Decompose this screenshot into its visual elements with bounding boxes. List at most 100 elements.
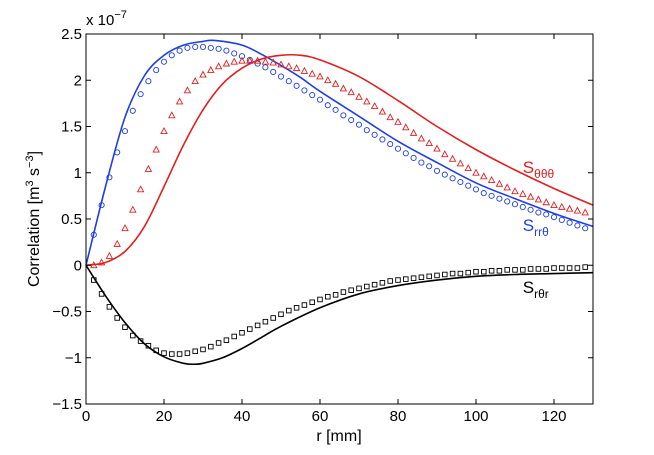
data-point-square	[231, 333, 237, 340]
data-point-circle	[394, 145, 402, 152]
data-point-triangle	[347, 88, 355, 96]
data-point-triangle	[183, 86, 192, 94]
data-point-square	[317, 296, 323, 303]
data-point-square	[418, 274, 425, 281]
data-point-circle	[582, 225, 589, 232]
data-point-triangle	[261, 57, 270, 65]
data-point-square	[208, 343, 214, 350]
data-point-circle	[387, 141, 394, 148]
data-point-circle	[129, 107, 136, 114]
series-line	[85, 53, 594, 267]
data-point-triangle	[113, 239, 121, 247]
data-point-circle	[262, 64, 269, 71]
data-point-triangle	[558, 202, 566, 210]
series-annotation: Srθr	[523, 278, 549, 301]
y-tick-label: 2.5	[61, 26, 82, 43]
data-point-square	[449, 270, 456, 277]
data-point-circle	[426, 163, 433, 170]
data-point-triangle	[503, 183, 511, 191]
x-tick-label: 80	[390, 408, 407, 425]
data-point-square	[543, 266, 549, 272]
data-point-circle	[410, 154, 417, 161]
data-point-triangle	[285, 62, 293, 70]
data-point-circle	[223, 47, 230, 54]
y-axis-label-end: ]	[26, 151, 43, 155]
ticks-layer: 0 20 40 60 80 100 120 −1.5 −1 −0.5 0 0.5 1 1.5 2 2.5	[52, 26, 593, 425]
data-point-square	[403, 276, 409, 282]
data-point-triangle	[246, 56, 254, 64]
data-point-circle	[496, 195, 503, 202]
data-point-square	[130, 332, 136, 339]
data-point-circle	[402, 150, 409, 157]
data-point-square	[247, 326, 253, 332]
y-axis-label-sup1: 3	[24, 180, 36, 186]
data-point-triangle	[160, 126, 168, 134]
data-point-circle	[433, 167, 441, 174]
data-point-square	[457, 270, 464, 277]
data-point-triangle	[207, 65, 215, 73]
data-point-circle	[207, 44, 214, 51]
data-point-triangle	[573, 206, 582, 214]
data-point-square	[98, 291, 105, 297]
y-tick-label: −1.5	[52, 396, 82, 413]
data-point-circle	[168, 52, 175, 59]
data-point-triangle	[370, 101, 379, 110]
data-point-triangle	[97, 258, 106, 266]
series-annotation: Sθθθ	[523, 158, 555, 181]
data-point-circle	[145, 78, 152, 85]
data-point-circle	[348, 116, 355, 124]
data-point-circle	[504, 198, 511, 205]
data-point-circle	[121, 128, 129, 135]
data-point-square	[192, 348, 198, 355]
data-point-circle	[550, 214, 558, 221]
y-multiplier-base: x 10	[86, 12, 114, 29]
axes-box	[85, 33, 594, 405]
data-point-circle	[355, 121, 363, 128]
data-point-square	[371, 281, 378, 288]
data-point-square	[434, 272, 440, 279]
data-point-triangle	[168, 111, 176, 119]
y-tick-label: 0.5	[61, 211, 82, 228]
data-point-square	[293, 305, 300, 311]
y-tick-label: 2	[74, 72, 82, 89]
data-point-triangle	[526, 192, 535, 200]
data-point-square	[465, 269, 471, 276]
data-point-circle	[160, 58, 168, 65]
data-point-circle	[270, 68, 277, 75]
series-layer	[85, 39, 594, 366]
data-point-circle	[472, 186, 480, 193]
data-point-triangle	[495, 179, 504, 187]
data-point-triangle	[331, 79, 340, 87]
data-point-triangle	[394, 117, 402, 125]
data-point-square	[582, 264, 588, 270]
data-point-circle	[488, 192, 495, 199]
data-point-square	[442, 271, 448, 278]
data-point-circle	[566, 219, 573, 226]
data-point-triangle	[409, 128, 418, 136]
data-point-square	[387, 278, 393, 284]
y-axis-label-mid: s	[26, 168, 43, 180]
data-point-square	[145, 342, 152, 349]
data-point-square	[114, 315, 120, 321]
data-point-square	[332, 292, 339, 298]
data-point-circle	[379, 136, 386, 143]
data-point-square	[262, 318, 269, 325]
data-point-circle	[176, 47, 183, 54]
data-point-circle	[324, 102, 331, 109]
data-point-square	[169, 351, 175, 357]
data-point-circle	[418, 159, 425, 166]
data-point-square	[325, 293, 331, 300]
data-point-square	[520, 267, 526, 273]
y-tick-label: 1	[74, 165, 82, 182]
data-point-square	[215, 340, 222, 346]
data-point-triangle	[292, 64, 301, 72]
data-point-circle	[535, 209, 542, 216]
data-point-square	[122, 324, 128, 330]
data-point-triangle	[417, 134, 426, 142]
data-point-triangle	[487, 175, 496, 184]
data-point-triangle	[363, 97, 371, 105]
data-point-circle	[114, 149, 121, 156]
data-point-square	[200, 346, 206, 353]
data-point-triangle	[144, 164, 153, 172]
data-point-triangle	[456, 159, 465, 167]
